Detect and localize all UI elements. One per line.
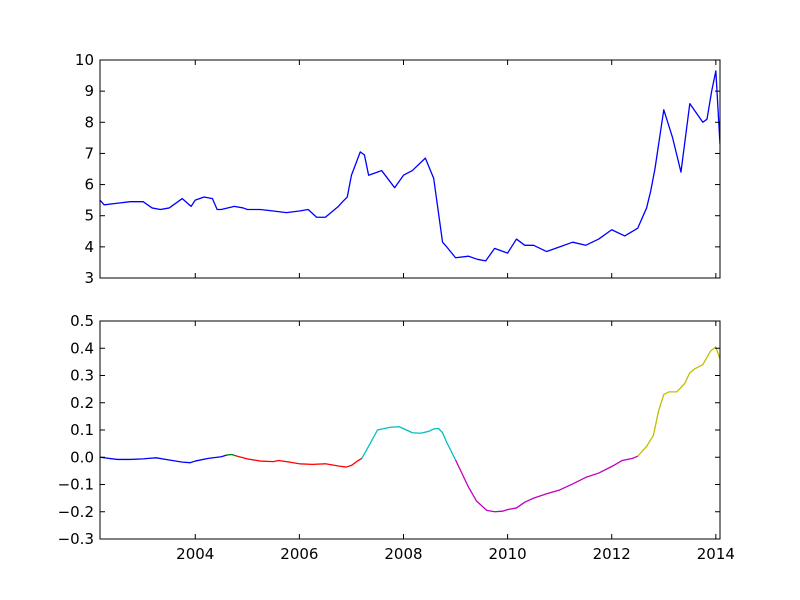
x-tick-label-4: 2012 [593, 545, 631, 563]
y-tick-label-0-3: 6 [84, 176, 94, 194]
y-tick-label-1-2: −0.1 [58, 476, 94, 494]
y-tick-label-1-0: −0.3 [58, 530, 94, 548]
y-tick-label-1-1: −0.2 [58, 503, 94, 521]
x-tick-label-5: 2014 [697, 545, 735, 563]
series-line-1-1 [226, 453, 238, 457]
x-tick-label-3: 2010 [489, 545, 527, 563]
top-panel: 3 4 5 6 7 8 9 10 [75, 51, 721, 287]
y-tick-label-0-4: 7 [84, 144, 94, 162]
y-tick-label-1-3: 0.0 [70, 448, 94, 466]
series-line-1-2 [236, 455, 363, 468]
bottom-panel: −0.3 −0.2 −0.1 0.0 0.1 0.2 0.3 0.4 0.5 2004 2006 20… [58, 312, 735, 563]
y-tick-label-0-7: 10 [75, 51, 94, 69]
y-tick-label-1-7: 0.4 [70, 339, 94, 357]
series-line-1-4 [454, 455, 639, 513]
y-tick-label-0-5: 8 [84, 113, 94, 131]
x-tick-label-2: 2008 [384, 545, 422, 563]
x-tick-label-1: 2006 [280, 545, 318, 563]
y-tick-label-0-6: 9 [84, 82, 94, 100]
x-tick-label-0: 2004 [176, 545, 214, 563]
y-tick-label-1-4: 0.1 [70, 421, 94, 439]
y-tick-label-1-6: 0.3 [70, 367, 94, 385]
axes-frame-0 [99, 59, 721, 279]
y-tick-label-0-1: 4 [84, 238, 94, 256]
series-line-0-0 [100, 70, 720, 262]
axes-frame-1 [99, 320, 721, 540]
y-tick-label-0-0: 3 [84, 269, 94, 287]
y-tick-label-1-5: 0.2 [70, 394, 94, 412]
y-tick-label-0-2: 5 [84, 207, 94, 225]
series-line-1-5 [637, 346, 720, 457]
series-line-1-3 [361, 426, 457, 461]
series-line-1-0 [100, 454, 227, 464]
y-tick-label-1-8: 0.5 [70, 312, 94, 330]
